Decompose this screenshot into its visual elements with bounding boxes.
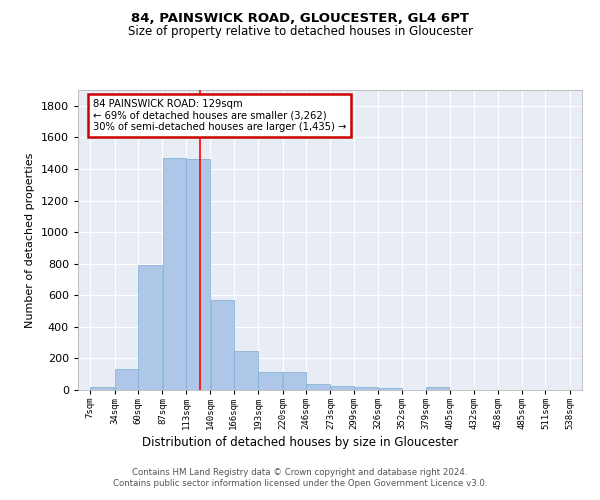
Bar xyxy=(259,372,283,390)
Bar xyxy=(163,158,186,390)
Text: 84, PAINSWICK ROAD, GLOUCESTER, GL4 6PT: 84, PAINSWICK ROAD, GLOUCESTER, GL4 6PT xyxy=(131,12,469,26)
Bar xyxy=(354,387,378,390)
Bar xyxy=(331,386,354,390)
Bar xyxy=(306,384,330,390)
Bar xyxy=(186,160,210,390)
Text: 84 PAINSWICK ROAD: 129sqm
← 69% of detached houses are smaller (3,262)
30% of se: 84 PAINSWICK ROAD: 129sqm ← 69% of detac… xyxy=(93,99,346,132)
Bar xyxy=(427,387,449,390)
Bar xyxy=(138,266,162,390)
Y-axis label: Number of detached properties: Number of detached properties xyxy=(25,152,35,328)
Bar xyxy=(91,387,115,390)
Text: Distribution of detached houses by size in Gloucester: Distribution of detached houses by size … xyxy=(142,436,458,449)
Text: Size of property relative to detached houses in Gloucester: Size of property relative to detached ho… xyxy=(128,25,473,38)
Bar xyxy=(379,388,401,390)
Bar xyxy=(211,300,233,390)
Text: Contains HM Land Registry data © Crown copyright and database right 2024.
Contai: Contains HM Land Registry data © Crown c… xyxy=(113,468,487,487)
Bar xyxy=(115,368,138,390)
Bar xyxy=(283,372,306,390)
Bar xyxy=(234,350,258,390)
